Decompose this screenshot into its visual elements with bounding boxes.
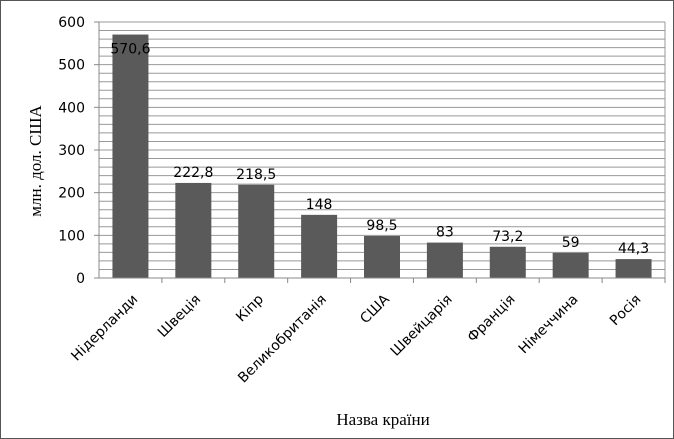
bar [301, 214, 338, 278]
data-label: 222,8 [173, 165, 213, 181]
bar [112, 34, 149, 278]
data-label: 59 [562, 235, 580, 251]
category-label: Кіпр [233, 291, 267, 325]
category-label: Нідерланди [68, 292, 141, 365]
y-axis-title: млн. дол. США [26, 105, 45, 217]
data-label: 148 [306, 197, 333, 213]
y-tick-label: 300 [58, 143, 85, 159]
y-tick-label: 100 [58, 228, 85, 244]
bar [489, 246, 526, 278]
bar [552, 252, 589, 278]
bar [615, 259, 652, 278]
data-label: 98,5 [366, 218, 397, 234]
data-labels: 570,6 222,8 218,5 148 98,5 83 73,2 59 44,3 [110, 42, 649, 258]
category-label: Швейцарія [388, 292, 456, 360]
bar [426, 242, 463, 278]
data-label: 73,2 [492, 229, 523, 245]
bars [112, 34, 652, 278]
y-tick-label: 500 [58, 58, 85, 74]
category-label: США [357, 291, 393, 327]
category-label: Швеція [155, 292, 204, 341]
bar [364, 235, 400, 278]
y-tick-label: 400 [58, 100, 85, 116]
data-label: 570,6 [110, 42, 150, 58]
y-tick-labels: 0 100 200 300 400 500 600 [58, 15, 85, 287]
axes [94, 21, 666, 283]
bar [238, 184, 275, 278]
bar [175, 182, 212, 278]
y-tick-label: 600 [58, 15, 85, 31]
category-label: Росія [607, 292, 644, 329]
y-tick-label: 0 [76, 271, 85, 287]
y-tick-label: 200 [58, 186, 85, 202]
data-label: 83 [436, 225, 454, 241]
category-label: Франція [465, 292, 519, 346]
data-label: 218,5 [236, 167, 276, 183]
category-label: Німеччина [516, 292, 582, 358]
x-axis-title: Назва країни [336, 410, 429, 429]
data-label: 44,3 [618, 241, 649, 257]
